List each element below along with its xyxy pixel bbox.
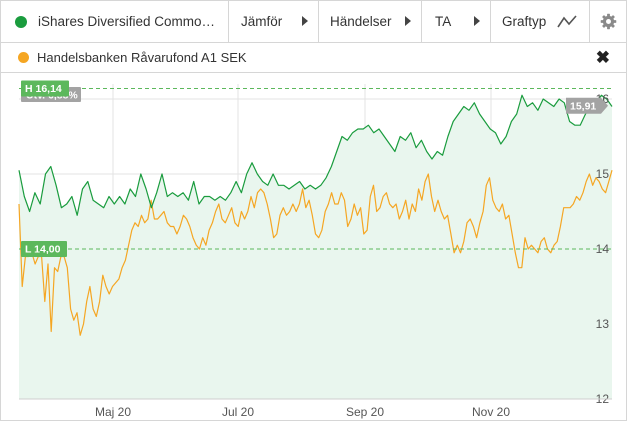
last-price-badge-text: 15,91: [570, 100, 596, 112]
x-tick-label: Nov 20: [472, 405, 510, 419]
caret-right-icon: [474, 16, 480, 26]
primary-series-area: [19, 95, 612, 399]
y-tick-label: 14: [596, 242, 610, 256]
high-badge-text: H 16,14: [25, 83, 62, 95]
compare-label: Jämför: [241, 14, 283, 29]
compare-color-dot: [18, 52, 29, 63]
compare-series-label: Handelsbanken Råvarufond A1 SEK: [37, 50, 247, 65]
compare-menu-button[interactable]: Jämför: [229, 1, 319, 42]
chart-toolbar: iShares Diversified Commo… Jämför Händel…: [1, 1, 626, 43]
ta-menu-button[interactable]: TA: [422, 1, 491, 42]
settings-button[interactable]: [590, 1, 626, 42]
events-menu-button[interactable]: Händelser: [319, 1, 422, 42]
ta-label: TA: [435, 14, 452, 29]
last-price-badge: 15,91: [566, 97, 608, 114]
x-axis: Maj 20 Jul 20 Sep 20 Nov 20: [19, 398, 612, 419]
instrument-color-dot: [15, 15, 27, 28]
compare-series-line: [18, 170, 613, 336]
x-tick-label: Maj 20: [95, 405, 131, 419]
caret-right-icon: [302, 16, 308, 26]
line-chart-icon: [557, 15, 577, 28]
graph-type-label: Graftyp: [502, 14, 547, 29]
primary-series-line: [18, 94, 613, 216]
graph-type-button[interactable]: Graftyp: [491, 1, 590, 42]
y-tick-label: 13: [596, 317, 610, 331]
gear-icon: [600, 13, 616, 30]
high-badge: H 16,14: [21, 80, 69, 97]
x-tick-label: Sep 20: [346, 405, 384, 419]
instrument-selector[interactable]: iShares Diversified Commo…: [1, 1, 229, 42]
low-badge-text: L 14,00: [25, 244, 61, 256]
close-icon[interactable]: ✖: [595, 48, 610, 67]
events-label: Händelser: [330, 14, 392, 29]
x-tick-label: Jul 20: [222, 405, 254, 419]
caret-right-icon: [405, 16, 411, 26]
low-badge: L 14,00: [21, 241, 67, 257]
y-tick-label: 15: [596, 167, 610, 181]
compare-legend: Handelsbanken Råvarufond A1 SEK ✖: [1, 43, 626, 73]
instrument-label: iShares Diversified Commo…: [38, 14, 216, 29]
